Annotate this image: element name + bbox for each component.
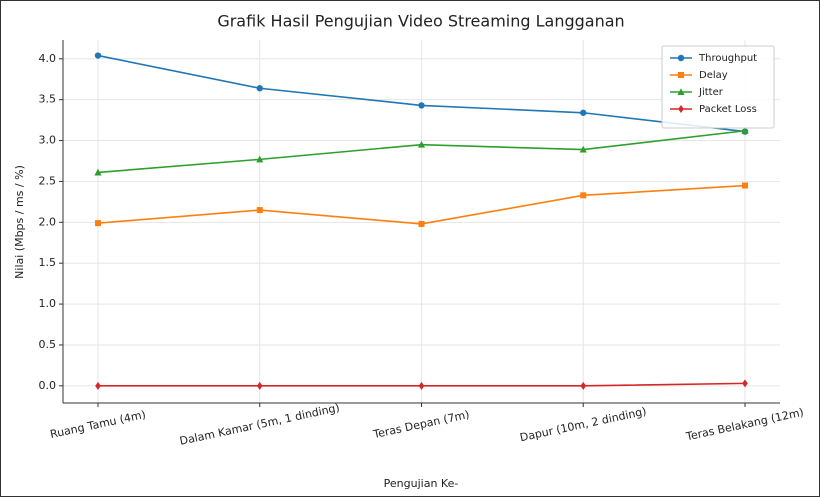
legend-marker	[677, 54, 685, 62]
legend-marker	[677, 88, 685, 95]
y-tick-label: 1.5	[39, 256, 57, 269]
data-point	[256, 207, 263, 214]
legend-label: Jitter	[698, 87, 724, 98]
y-tick-label: 2.0	[39, 215, 57, 228]
data-point	[95, 381, 101, 390]
data-point	[741, 126, 749, 134]
x-axis-label: Pengujian Ke-	[384, 477, 459, 490]
legend-box	[661, 45, 775, 129]
data-point	[579, 145, 587, 153]
y-tick-label: 1.0	[39, 297, 57, 310]
data-point	[742, 379, 748, 388]
legend-label: Packet Loss	[699, 104, 757, 115]
y-tick-label: 3.0	[39, 134, 57, 147]
data-point	[742, 182, 748, 189]
legend-label: Throughput	[698, 53, 757, 64]
data-point	[580, 192, 587, 199]
data-point	[417, 140, 426, 148]
y-tick-label: 3.5	[39, 93, 57, 106]
data-point	[95, 220, 101, 227]
data-point	[418, 381, 425, 390]
data-point	[256, 85, 263, 92]
legend-marker	[678, 105, 684, 113]
y-tick-label: 2.5	[39, 174, 57, 187]
data-point	[418, 102, 425, 109]
y-tick-label: 0.0	[39, 379, 57, 392]
legend-marker	[678, 72, 684, 78]
data-point	[418, 220, 425, 227]
legend-label: Delay	[699, 70, 728, 81]
y-axis-label: Nilai (Mbps / ms / %)	[13, 165, 26, 279]
data-point	[256, 155, 264, 163]
data-point	[94, 168, 102, 176]
data-point	[580, 109, 587, 116]
chart-title: Grafik Hasil Pengujian Video Streaming L…	[217, 12, 624, 31]
y-tick-label: 4.0	[39, 52, 57, 65]
data-point	[94, 52, 102, 59]
data-point	[580, 381, 587, 390]
data-point	[256, 381, 263, 390]
y-tick-label: 0.5	[39, 338, 57, 351]
